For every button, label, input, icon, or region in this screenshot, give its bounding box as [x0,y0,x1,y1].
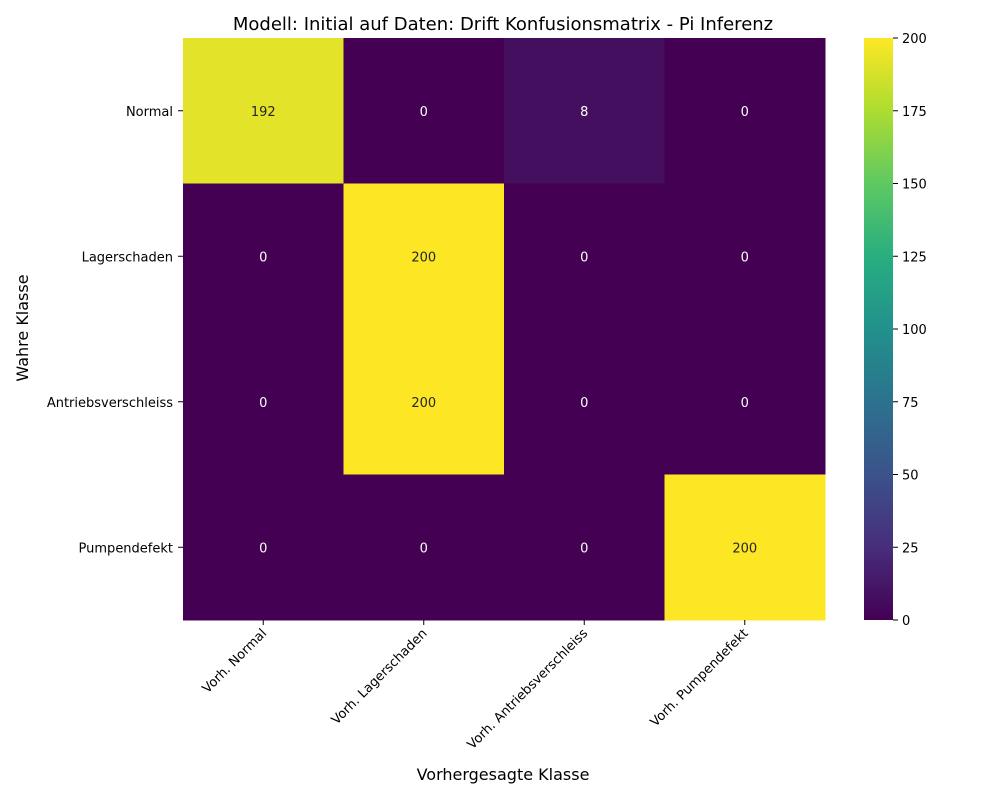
heatmap-cell [343,474,505,621]
heatmap-cell [664,38,826,184]
cell-value-label: 0 [259,541,267,556]
x-tick-label: Vorh. Normal [200,626,270,696]
cell-value-label: 192 [251,105,276,120]
colorbar: 0 25 50 75 100 125 150 175 200 [864,32,927,629]
cell-value-label: 200 [732,541,757,556]
chart-title: Modell: Initial auf Daten: Drift Konfusi… [233,14,773,35]
heatmap-cell [343,183,505,330]
colorbar-tick-label: 125 [902,250,927,265]
cell-value-label: 0 [741,105,749,120]
cell-value-label: 0 [580,541,588,556]
cell-value-label: 0 [420,541,428,556]
y-axis-label: Wahre Klasse [13,274,32,381]
colorbar-gradient [864,38,893,620]
heatmap-cell [664,329,826,475]
heatmap-cell [504,474,665,621]
colorbar-ticks: 0 25 50 75 100 125 150 175 200 [893,32,927,629]
colorbar-tick-label: 0 [902,614,910,629]
heatmap-cell [664,183,826,330]
heatmap-cell [343,329,505,475]
cell-value-label: 0 [580,396,588,411]
y-tick-label: Antriebsverschleiss [47,396,173,411]
heatmap-cell [183,474,344,621]
cell-value-label: 200 [411,250,436,265]
x-axis-label: Vorhergesagte Klasse [417,765,590,784]
cell-value-label: 0 [741,396,749,411]
heatmap-cell [183,38,344,184]
x-tick-label: Vorh. Lagerschaden [329,626,431,728]
x-tick-label: Vorh. Antriebsverschleiss [465,626,591,752]
colorbar-tick-label: 25 [902,541,919,556]
cell-value-label: 200 [411,396,436,411]
cell-value-label: 0 [259,250,267,265]
colorbar-tick-label: 150 [902,178,927,193]
y-tick-label: Normal [126,105,173,120]
y-tick-label: Pumpendefekt [79,541,173,556]
colorbar-tick-label: 200 [902,32,927,47]
heatmap-cell [504,329,665,475]
colorbar-tick-label: 50 [902,469,919,484]
cell-value-label: 0 [420,105,428,120]
cell-value-label: 0 [259,396,267,411]
cell-value-label: 8 [580,105,588,120]
cell-value-label: 0 [580,250,588,265]
x-tick-label: Vorh. Pumpendefekt [648,626,752,730]
heatmap-cell [664,474,826,621]
heatmap-cell [183,329,344,475]
x-axis: Vorh. Normal Vorh. Lagerschaden Vorh. Antr… [200,620,752,753]
heatmap-cells: 192 0 8 0 0 200 0 0 0 200 0 0 0 0 0 200 [183,38,826,621]
colorbar-tick-label: 175 [902,105,927,120]
colorbar-tick-label: 75 [902,396,919,411]
colorbar-tick-label: 100 [902,323,927,338]
heatmap-cell [504,38,665,184]
heatmap-cell [504,183,665,330]
y-tick-label: Lagerschaden [82,250,173,265]
heatmap-cell [183,183,344,330]
heatmap-cell [343,38,505,184]
cell-value-label: 0 [741,250,749,265]
y-axis: Normal Lagerschaden Antriebsverschleiss Pum… [47,105,183,556]
